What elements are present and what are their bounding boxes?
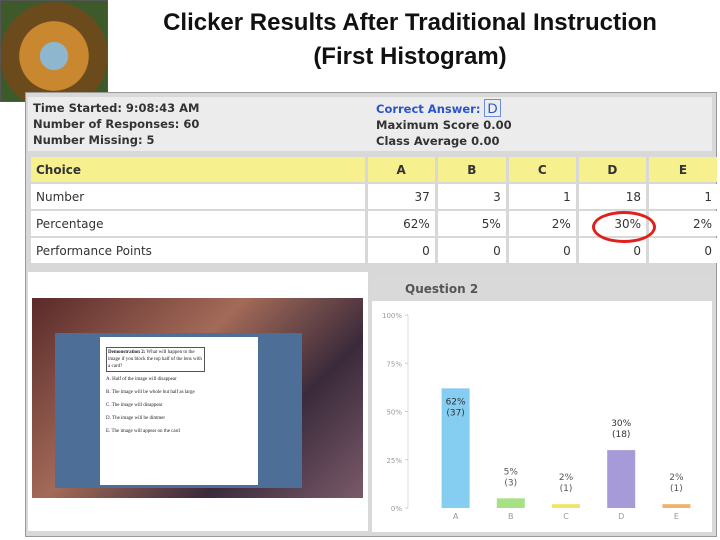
doc-option: C. The image will disappear bbox=[106, 403, 163, 408]
cell: 1 bbox=[648, 184, 717, 209]
y-tick-label: 0% bbox=[391, 505, 402, 513]
results-table: Choice A B C D E Number 37 3 1 18 1 Percentage 62% 5% 2… bbox=[28, 155, 720, 265]
y-tick-label: 75% bbox=[386, 360, 402, 368]
x-tick-label: B bbox=[508, 512, 514, 521]
bar bbox=[441, 388, 470, 508]
cell: 18 bbox=[578, 184, 646, 209]
y-tick-label: 50% bbox=[386, 409, 402, 417]
row-label: Percentage bbox=[31, 211, 365, 236]
info-right: Correct Answer: D Maximum Score 0.00 Cla… bbox=[376, 99, 512, 149]
info-line: Class Average 0.00 bbox=[376, 134, 500, 148]
row-label: Choice bbox=[31, 157, 365, 182]
cell: D bbox=[578, 157, 646, 182]
x-tick-label: D bbox=[618, 512, 624, 521]
cell: 0 bbox=[648, 238, 717, 263]
info-band bbox=[28, 97, 712, 151]
value-label: 30% bbox=[611, 419, 631, 429]
info-line: Maximum Score 0.00 bbox=[376, 118, 512, 132]
cell: B bbox=[437, 157, 506, 182]
value-label: 62% bbox=[446, 397, 466, 407]
value-label: 2% bbox=[669, 473, 684, 483]
row-label: Performance Points bbox=[31, 238, 365, 263]
doc-heading: Demonstration 2: bbox=[108, 350, 146, 355]
count-label: (1) bbox=[560, 484, 573, 494]
row-label: Number bbox=[31, 184, 365, 209]
doc-option: E. The image will appear on the card bbox=[106, 429, 180, 434]
info-line: Number Missing: 5 bbox=[33, 133, 155, 147]
bar bbox=[662, 504, 691, 508]
cell: C bbox=[508, 157, 576, 182]
correct-answer: D bbox=[484, 99, 501, 117]
info-line: Time Started: 9:08:43 AM bbox=[33, 101, 200, 115]
cell: 0 bbox=[367, 238, 435, 263]
table-row: Number 37 3 1 18 1 bbox=[31, 184, 717, 209]
count-label: (18) bbox=[612, 430, 630, 440]
x-tick-label: C bbox=[563, 512, 569, 521]
cell: 3 bbox=[437, 184, 506, 209]
value-label: 2% bbox=[559, 473, 574, 483]
cell: 0 bbox=[578, 238, 646, 263]
cell: 5% bbox=[437, 211, 506, 236]
doc-option: A. Half of the image will disappear bbox=[106, 377, 177, 382]
title-line: Clicker Results After Traditional Instru… bbox=[163, 9, 657, 36]
table-row: Performance Points 0 0 0 0 0 bbox=[31, 238, 717, 263]
doc-option: B. The image will be whole but half as l… bbox=[106, 390, 195, 395]
slide-title: Clicker Results After Traditional Instru… bbox=[110, 6, 710, 74]
count-label: (1) bbox=[670, 484, 683, 494]
doc-question-box: Demonstration 2: What will happen to the… bbox=[106, 347, 205, 372]
bar bbox=[607, 450, 636, 508]
monkey-image bbox=[0, 0, 108, 102]
y-tick-label: 100% bbox=[382, 312, 402, 320]
cell: 1 bbox=[508, 184, 576, 209]
cell: A bbox=[367, 157, 435, 182]
cell: E bbox=[648, 157, 717, 182]
header-row: Choice A B C D E bbox=[31, 157, 717, 182]
bar bbox=[496, 498, 525, 508]
info-left: Time Started: 9:08:43 AM Number of Respo… bbox=[33, 100, 199, 148]
panel-bg bbox=[372, 275, 712, 532]
doc-question: What will happen to the image if you blo… bbox=[108, 350, 202, 369]
doc-options: A. Half of the image will disappear B. Th… bbox=[106, 376, 252, 435]
cell: 0 bbox=[437, 238, 506, 263]
value-label: 5% bbox=[504, 467, 519, 477]
x-tick-label: A bbox=[453, 512, 459, 521]
count-label: (37) bbox=[446, 408, 464, 418]
count-label: (3) bbox=[504, 478, 517, 488]
info-line: Number of Responses: 60 bbox=[33, 117, 200, 131]
cell: 62% bbox=[367, 211, 435, 236]
document-page: Demonstration 2: What will happen to the… bbox=[100, 337, 258, 485]
histogram-panel: Question 2 0% 25% 50% 75% 100% 62%(37) A 5%(3) B… bbox=[372, 275, 712, 532]
correct-answer-label: Correct Answer: bbox=[376, 102, 481, 116]
panel-header bbox=[372, 275, 712, 301]
chart-title: Question 2 bbox=[405, 282, 478, 296]
cell: 2% bbox=[648, 211, 717, 236]
info-line: Correct Answer: D bbox=[376, 99, 512, 117]
title-line: (First Histogram) bbox=[313, 43, 507, 70]
x-tick-label: E bbox=[674, 512, 679, 521]
cell: 2% bbox=[508, 211, 576, 236]
doc-option: D. The image will be dimmer bbox=[106, 416, 166, 421]
bar bbox=[552, 504, 580, 508]
cell: 0 bbox=[508, 238, 576, 263]
y-tick-label: 25% bbox=[386, 457, 402, 465]
highlight-ellipse bbox=[592, 211, 656, 243]
cell: 37 bbox=[367, 184, 435, 209]
